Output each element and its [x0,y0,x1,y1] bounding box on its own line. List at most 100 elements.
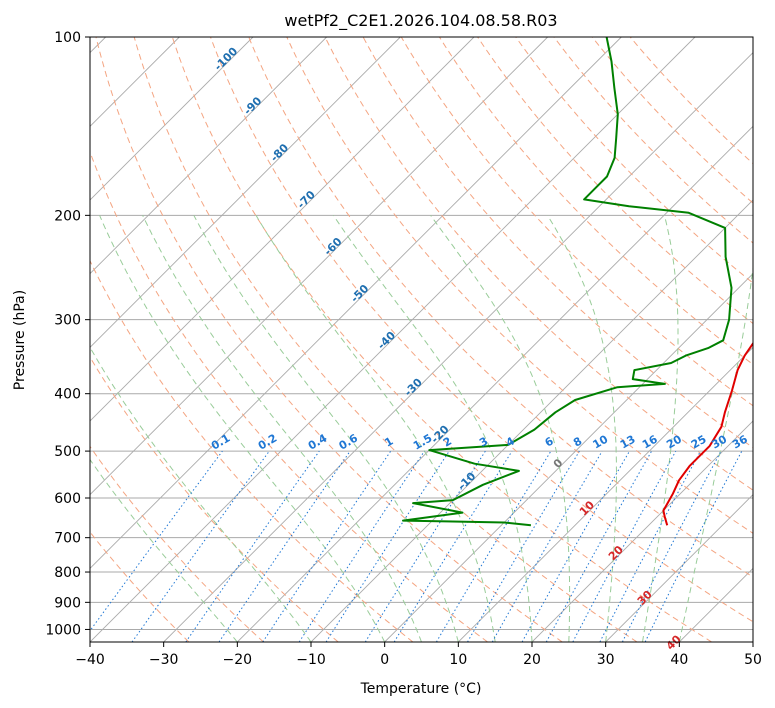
moist-adiabat [642,215,679,642]
isotherm-line [531,420,753,642]
dry-adiabat [477,37,753,325]
dry-adiabat [248,37,753,578]
isotherm-label: -40 [375,329,398,352]
y-tick-label: 600 [54,491,81,507]
chart-title: wetPf2_C2E1.2026.104.08.58.R03 [284,11,557,31]
mixing-ratio-line [298,450,425,642]
isotherm-label: 40 [664,632,684,652]
isotherm-line [90,37,475,422]
isotherm-line [163,52,753,642]
isotherm-label: 10 [577,498,597,518]
isotherms [90,37,753,642]
mixing-ratio-label: 0.1 [209,432,232,453]
isotherm-line [752,641,753,642]
x-tick-label: 30 [597,652,615,668]
dry-adiabat [515,37,753,284]
isotherm-line [90,37,622,569]
dewpoint-profile [402,37,733,527]
x-tick-label: −40 [75,652,105,668]
plot-frame [89,36,754,643]
dry-adiabat [90,356,339,642]
y-tick-label: 400 [54,387,81,403]
isotherm-label: -70 [295,188,318,211]
profile-series [402,37,753,527]
moist-adiabat [142,215,422,642]
x-tick-label: 10 [449,652,467,668]
dry-adiabats [90,37,753,642]
mixing-ratio-line [325,450,450,642]
isotherm-line [90,37,401,348]
mixing-ratio-line [521,450,630,642]
plot-area [90,37,753,642]
moist-adiabat [332,215,533,642]
y-tick-label: 1000 [45,622,81,638]
isotherm-line [90,37,327,275]
moist-adiabats [90,215,753,642]
y-tick-label: 300 [54,313,81,329]
moist-adiabat [430,215,571,642]
mixing-ratio-line [131,450,270,642]
isotherm-label: -80 [268,141,291,164]
mixing-ratio-label: 36 [730,432,750,451]
isotherm-line [679,567,753,642]
isotherm-label: -60 [321,235,344,258]
dry-adiabat [90,445,264,642]
temperature-profile [662,341,753,526]
moist-adiabat [193,215,459,642]
dry-adiabat [629,37,753,165]
mixing-ratio-label: 1 [382,435,395,450]
moist-adiabat [90,346,312,642]
dry-adiabat [90,150,488,642]
mixing-ratio-line [218,450,351,642]
x-tick-label: −20 [223,652,253,668]
mixing-ratio-label: 13 [618,433,638,452]
mixing-ratio-label: 0.4 [306,431,330,452]
isotherm-line [90,37,548,496]
dry-adiabat [90,259,414,642]
moist-adiabat [99,215,386,642]
y-tick-label: 800 [54,565,81,581]
isotherm-label: 30 [635,588,655,608]
isotherm-label: -30 [402,376,425,399]
dry-adiabat [95,37,563,642]
mixing-ratio-line [185,450,320,642]
mixing-ratio-line [393,450,513,642]
isotherm-line [605,494,753,642]
dry-adiabat [210,37,753,623]
dry-adiabat [90,531,190,642]
y-tick-label: 700 [54,531,81,547]
pressure-gridlines [90,37,753,630]
isotherm-line [90,37,254,201]
isotherm-label: -50 [348,282,371,305]
isotherm-line [90,37,696,642]
y-tick-label: 500 [54,444,81,460]
dry-adiabat [553,37,753,244]
mixing-ratio-label: 16 [640,432,660,451]
mixing-ratio-line [572,450,677,642]
isotherm-line [384,273,753,642]
y-axis-label: Pressure (hPa) [12,290,28,390]
mixing-ratio-line [491,450,603,642]
mixing-ratio-label: 20 [664,432,684,451]
moist-adiabat [547,215,617,642]
moist-adiabat [678,264,753,642]
mixing-ratio-lines [90,450,743,642]
mixing-ratio-label: 8 [571,435,584,450]
x-tick-label: 20 [523,652,541,668]
isotherm-line [237,125,753,642]
x-tick-label: 0 [380,652,389,668]
mixing-ratio-line [364,450,486,642]
mixing-ratio-line [90,450,223,632]
mixing-ratio-line [467,450,580,642]
mixing-ratio-label: 0.2 [256,432,279,453]
x-tick-label: 40 [670,652,688,668]
dry-adiabat [591,37,753,204]
dry-adiabat [362,37,753,449]
x-tick-label: 50 [744,652,762,668]
x-tick-label: −10 [296,652,326,668]
dry-adiabat [133,37,638,642]
dry-adiabat [324,37,753,491]
x-axis: −40 −30 −20 −10 0 10 20 30 40 50 [75,642,762,668]
